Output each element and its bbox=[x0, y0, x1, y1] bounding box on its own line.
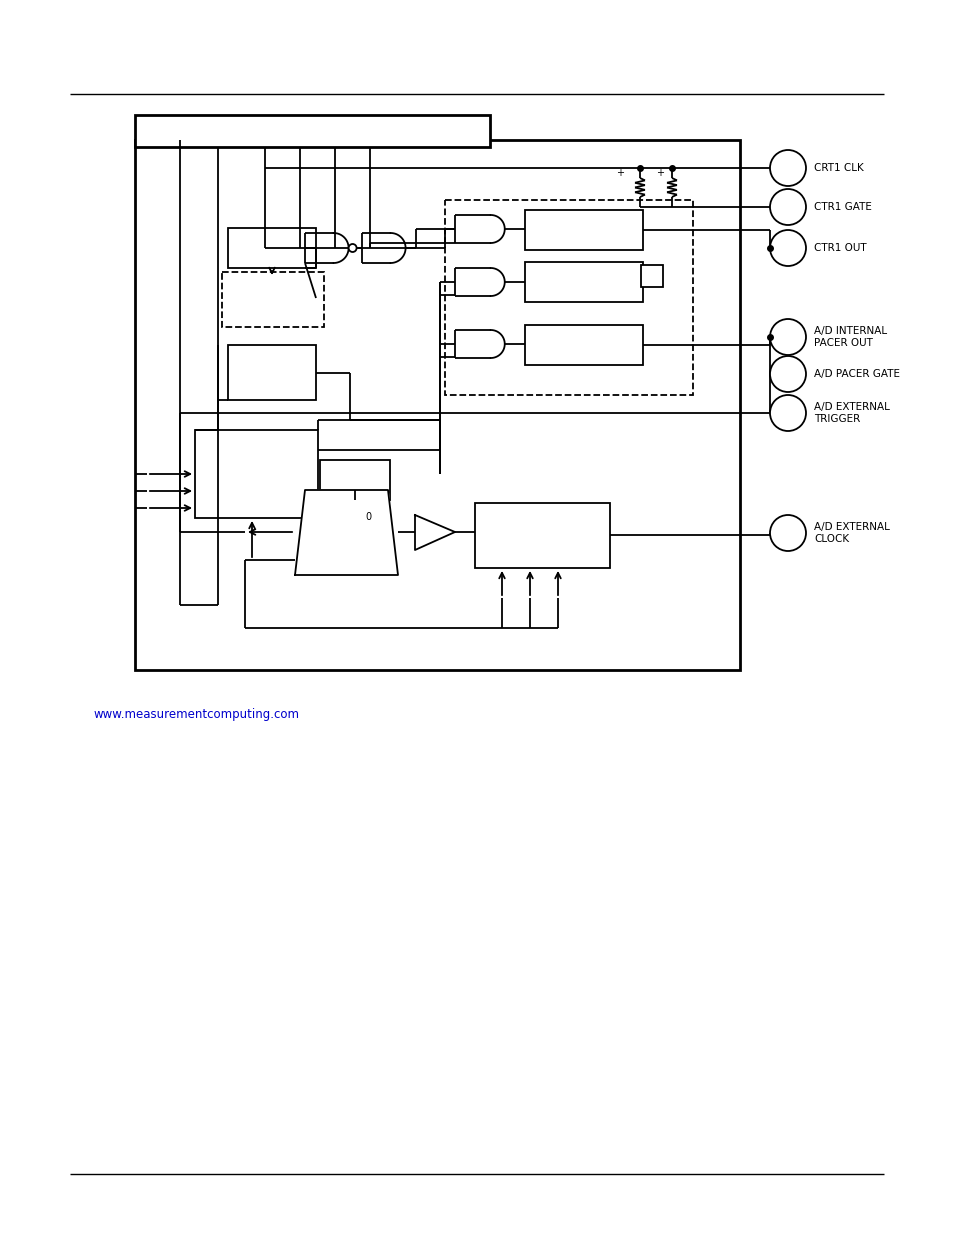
Text: A/D PACER GATE: A/D PACER GATE bbox=[813, 369, 899, 379]
Circle shape bbox=[769, 515, 805, 551]
Bar bbox=[135, 140, 740, 671]
Text: +: + bbox=[616, 168, 623, 178]
Bar bbox=[228, 278, 315, 317]
Bar bbox=[228, 345, 315, 400]
Circle shape bbox=[769, 356, 805, 391]
Bar bbox=[524, 210, 642, 249]
Circle shape bbox=[769, 230, 805, 266]
Bar bbox=[524, 325, 642, 366]
Text: A/D EXTERNAL
TRIGGER: A/D EXTERNAL TRIGGER bbox=[813, 403, 889, 424]
Circle shape bbox=[769, 189, 805, 225]
Bar bbox=[319, 459, 390, 500]
Text: CTR1 OUT: CTR1 OUT bbox=[813, 243, 865, 253]
Bar bbox=[640, 266, 662, 287]
Circle shape bbox=[769, 319, 805, 354]
Text: www.measurementcomputing.com: www.measurementcomputing.com bbox=[93, 708, 299, 721]
Text: A/D INTERNAL
PACER OUT: A/D INTERNAL PACER OUT bbox=[813, 326, 886, 348]
Bar bbox=[228, 228, 315, 268]
Text: A/D EXTERNAL
CLOCK: A/D EXTERNAL CLOCK bbox=[813, 522, 889, 543]
Text: CRT1 CLK: CRT1 CLK bbox=[813, 163, 862, 173]
Bar bbox=[194, 430, 317, 517]
Circle shape bbox=[348, 245, 356, 252]
Circle shape bbox=[769, 395, 805, 431]
Polygon shape bbox=[415, 515, 455, 550]
Text: +: + bbox=[656, 168, 663, 178]
Text: 0: 0 bbox=[365, 513, 371, 522]
Polygon shape bbox=[294, 490, 397, 576]
Bar bbox=[222, 272, 324, 327]
Circle shape bbox=[769, 149, 805, 186]
Bar bbox=[444, 200, 692, 395]
Bar bbox=[135, 115, 490, 147]
Bar bbox=[524, 262, 642, 303]
Bar bbox=[475, 503, 609, 568]
Text: CTR1 GATE: CTR1 GATE bbox=[813, 203, 871, 212]
